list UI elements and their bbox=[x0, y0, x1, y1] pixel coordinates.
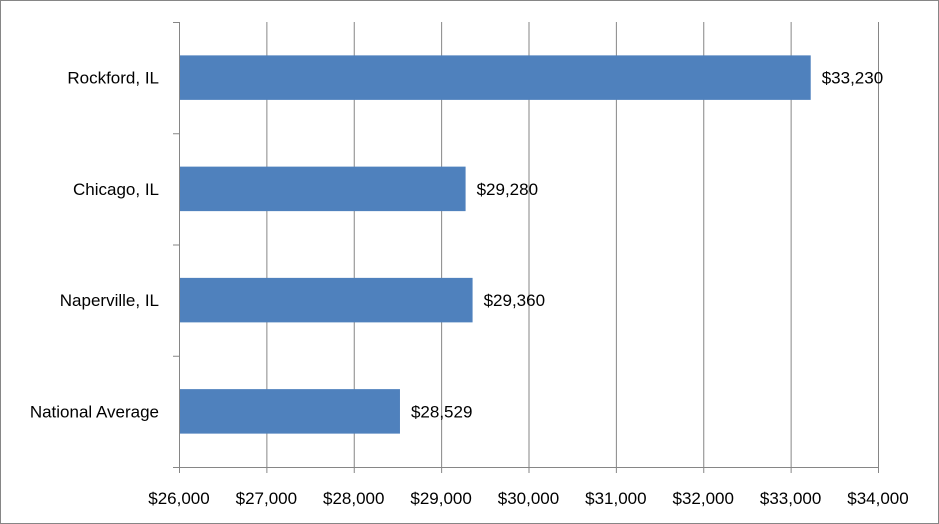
data-label: $29,360 bbox=[484, 291, 545, 310]
x-tick-label: $27,000 bbox=[236, 489, 297, 508]
category-label: National Average bbox=[30, 402, 159, 421]
bar bbox=[179, 277, 473, 323]
x-tick-label: $31,000 bbox=[585, 489, 646, 508]
bar bbox=[179, 389, 400, 434]
axes bbox=[173, 22, 879, 473]
x-tick-label: $32,000 bbox=[673, 489, 734, 508]
x-tick-label: $29,000 bbox=[410, 489, 471, 508]
x-tick-label: $28,000 bbox=[323, 489, 384, 508]
x-tick-label: $26,000 bbox=[148, 489, 209, 508]
bar bbox=[179, 55, 811, 100]
x-tick-label: $34,000 bbox=[847, 489, 908, 508]
data-label: $28,529 bbox=[411, 402, 472, 421]
data-label: $33,230 bbox=[822, 69, 883, 88]
category-label: Chicago, IL bbox=[73, 180, 159, 199]
bar bbox=[179, 166, 466, 212]
x-tick-label: $30,000 bbox=[498, 489, 559, 508]
bars bbox=[179, 55, 811, 434]
category-label: Naperville, IL bbox=[60, 291, 159, 310]
data-label: $29,280 bbox=[477, 180, 538, 199]
labels: $33,230 Rockford, IL $29,280 Chicago, IL $29… bbox=[30, 69, 909, 508]
category-label: Rockford, IL bbox=[67, 69, 159, 88]
x-tick-label: $33,000 bbox=[760, 489, 821, 508]
